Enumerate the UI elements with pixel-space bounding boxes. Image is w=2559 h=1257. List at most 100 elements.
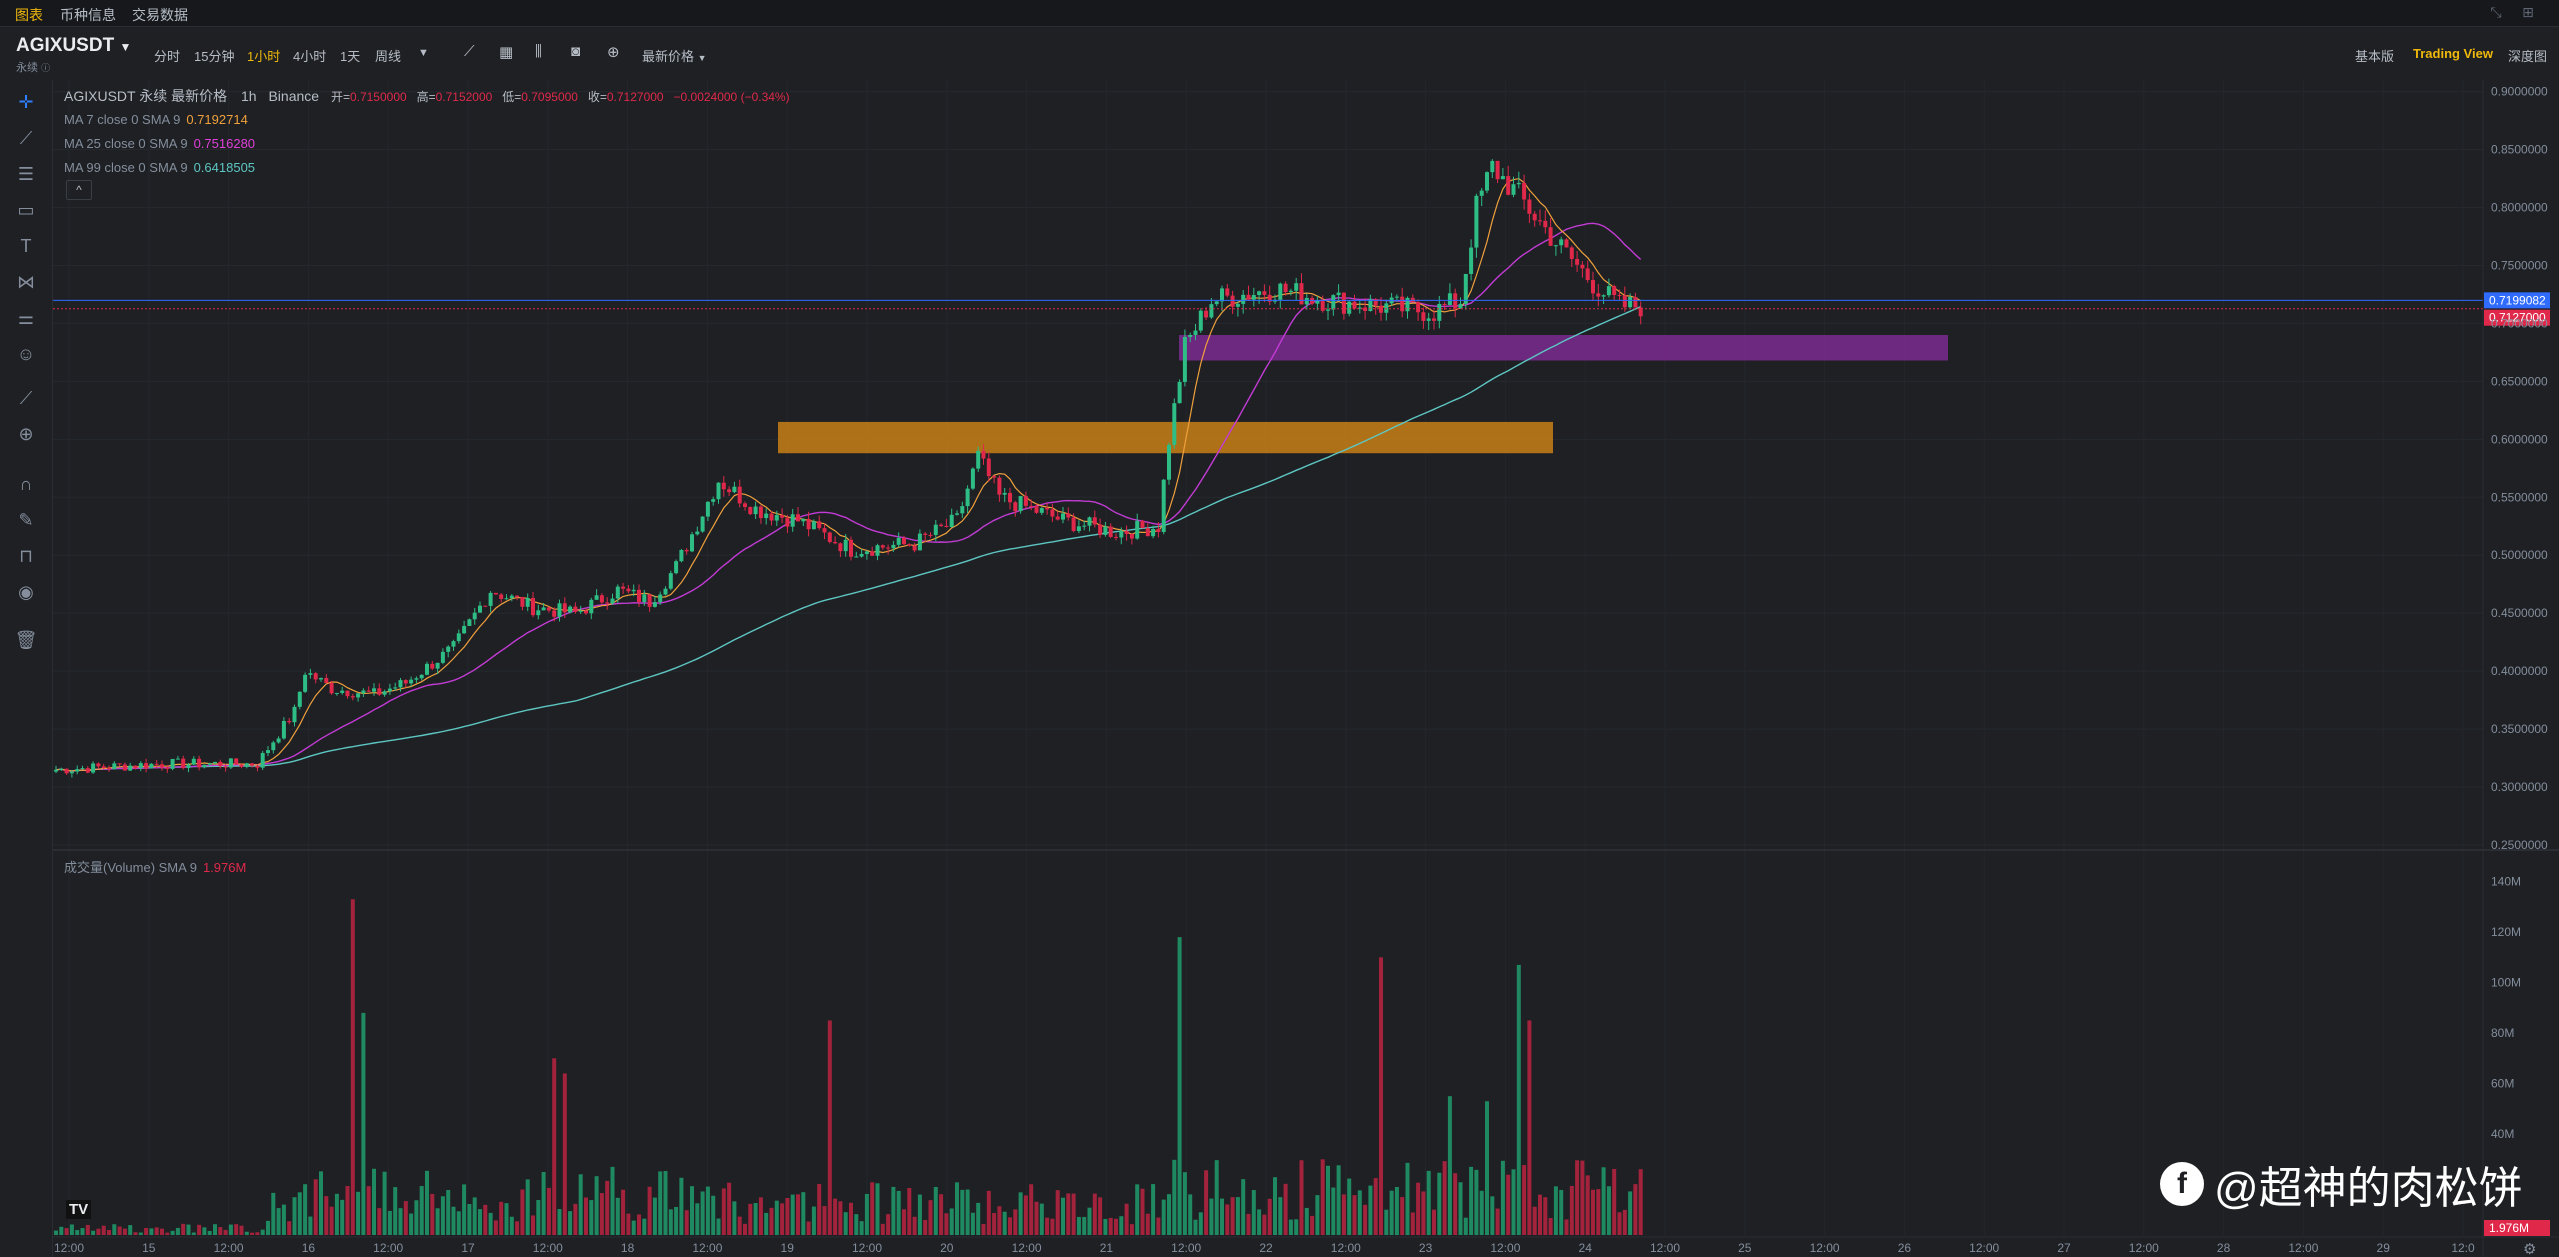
candle-body	[1596, 293, 1601, 297]
candle-body	[128, 765, 133, 771]
candle-body	[398, 680, 403, 688]
volume-bar	[1368, 1185, 1373, 1235]
timeframe-4h[interactable]: 4小时	[293, 49, 327, 64]
volume-bar	[594, 1176, 599, 1235]
timeframe-1h[interactable]: 1小时	[247, 49, 281, 64]
volume-bar	[324, 1196, 329, 1235]
eye-icon[interactable]: ◉	[18, 582, 34, 602]
candle-body	[838, 543, 843, 552]
candle-body	[1002, 492, 1007, 495]
candle-body	[1188, 334, 1193, 337]
candle-body	[1437, 303, 1442, 321]
view-tradingview[interactable]: Trading View	[2413, 46, 2493, 61]
layout-grid-icon[interactable]: ▦	[499, 44, 514, 61]
pattern-icon[interactable]: ⋈	[17, 272, 35, 292]
volume-bar	[1553, 1186, 1558, 1235]
volume-bar	[923, 1219, 928, 1235]
volume-bar	[175, 1227, 180, 1235]
volume-bar	[69, 1224, 74, 1235]
candle-body	[340, 690, 345, 693]
legend-volume[interactable]: 成交量(Volume) SMA 9 1.976M	[64, 860, 247, 875]
volume-bar	[218, 1227, 223, 1235]
volume-bar	[1416, 1182, 1421, 1235]
volume-bar	[1023, 1195, 1028, 1235]
horizontal-lines-icon[interactable]: ☰	[17, 164, 35, 184]
candle-body	[266, 750, 270, 754]
legend-exchange: Binance	[268, 88, 320, 104]
volume-bar	[287, 1221, 292, 1235]
candle-body	[939, 524, 944, 526]
tab-chart[interactable]: 图表	[15, 7, 43, 23]
rectangle-icon[interactable]: ▭	[17, 200, 35, 220]
camera-icon[interactable]: ◙	[571, 43, 581, 60]
candle-body	[584, 610, 588, 614]
view-basic[interactable]: 基本版	[2355, 49, 2395, 64]
candle-body	[1204, 310, 1209, 318]
candle-body	[1485, 172, 1489, 191]
price-chart[interactable]: 0.7199082 0.7127000 1.976M 0.9000000 0.8500…	[53, 80, 2559, 1257]
symbol-selector[interactable]: AGIXUSDT ▼	[16, 35, 132, 56]
collapse-legend-button[interactable]: ^	[66, 180, 92, 200]
measure-sliders-icon[interactable]: ⚌	[17, 308, 35, 328]
tab-coin-info[interactable]: 币种信息	[60, 7, 116, 23]
volume-bar	[244, 1231, 249, 1235]
volume-bar	[827, 1020, 832, 1235]
lock-icon[interactable]: ⊓	[18, 546, 34, 566]
candle-style-icon[interactable]: ⫼	[535, 43, 542, 60]
volume-tick-label: 120M	[2491, 925, 2521, 939]
volume-bar	[223, 1229, 228, 1235]
candle-body	[1633, 296, 1638, 308]
volume-bar	[1326, 1165, 1330, 1235]
add-icon[interactable]: ⊕	[607, 44, 620, 61]
timeframe-15m[interactable]: 15分钟	[194, 49, 235, 64]
legend-ma25[interactable]: MA 25 close 0 SMA 9 0.7516280	[64, 136, 256, 151]
minimize-icon[interactable]: ⤡	[2490, 4, 2502, 20]
zoom-in-icon[interactable]: ⊕	[18, 424, 34, 444]
volume-bar	[1341, 1194, 1346, 1235]
volume-bar	[1474, 1169, 1479, 1235]
candle-body	[1394, 296, 1399, 298]
volume-bar	[191, 1232, 196, 1235]
timeframe-1d[interactable]: 1天	[340, 49, 361, 64]
magnet-icon[interactable]: ∩	[19, 474, 33, 494]
volume-bar	[186, 1224, 191, 1235]
indicators-icon[interactable]: ⟋	[464, 43, 475, 60]
time-tick-label: 12:00	[1012, 1241, 1042, 1255]
candle-body	[440, 651, 445, 663]
watermark-text: @超神的肉松饼	[2214, 1164, 2523, 1213]
candle-body	[419, 674, 424, 679]
candle-body	[1416, 302, 1421, 313]
emoji-icon[interactable]: ☺	[16, 344, 36, 364]
volume-bar	[1198, 1212, 1203, 1235]
legend-ma99[interactable]: MA 99 close 0 SMA 9 0.6418505	[64, 160, 256, 175]
view-depth[interactable]: 深度图	[2508, 49, 2548, 64]
volume-bar	[1516, 964, 1521, 1235]
volume-bar	[875, 1183, 880, 1235]
candle-body	[361, 690, 366, 694]
timeframe-1m[interactable]: 分时	[154, 49, 181, 64]
fullscreen-icon[interactable]: ⊞	[2522, 4, 2534, 20]
volume-bar	[197, 1224, 202, 1235]
price-type-selector[interactable]: 最新价格 ▼	[642, 49, 707, 64]
volume-bar	[372, 1168, 376, 1235]
settings-gear-icon: ⚙	[2523, 1240, 2536, 1257]
ruler-icon[interactable]: ⟋	[19, 388, 33, 408]
volume-bar	[1124, 1203, 1129, 1235]
trend-line-icon[interactable]: ⟋	[19, 128, 33, 148]
text-icon[interactable]: T	[20, 236, 32, 256]
candle-body	[1013, 502, 1018, 512]
timeframe-1w[interactable]: 周线	[375, 49, 402, 64]
more-timeframes-chevron-icon[interactable]: ▼	[418, 47, 429, 59]
volume-bar	[1278, 1197, 1283, 1235]
legend-ma7[interactable]: MA 7 close 0 SMA 9 0.7192714	[64, 112, 248, 127]
volume-bar	[637, 1214, 641, 1235]
candle-body	[1039, 508, 1044, 513]
candle-body	[986, 458, 991, 477]
crosshair-icon[interactable]: ✛	[18, 92, 34, 112]
tab-trading-data[interactable]: 交易数据	[132, 7, 188, 23]
candle-body	[748, 506, 753, 515]
volume-bar	[621, 1189, 626, 1235]
trash-icon[interactable]: 🗑	[14, 630, 38, 650]
volume-bar	[451, 1206, 456, 1235]
pencil-lock-icon[interactable]: ✎	[18, 510, 34, 530]
